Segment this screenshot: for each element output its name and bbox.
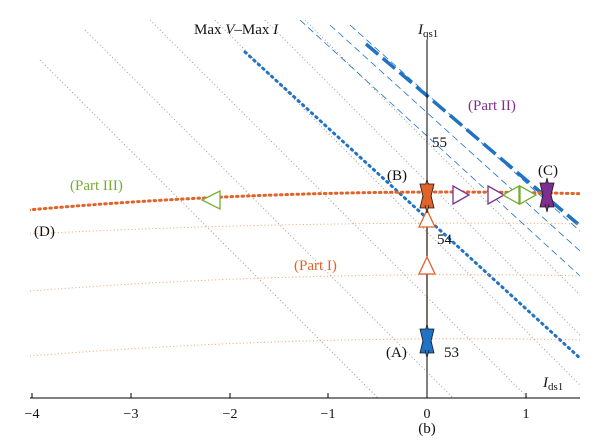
gray-line-5 bbox=[264, 20, 580, 336]
point-c-label: (C) bbox=[538, 163, 558, 179]
part-iii-label: (Part III) bbox=[70, 178, 123, 194]
x-tick-label: −4 bbox=[25, 407, 40, 422]
part-ii-label: (Part II) bbox=[468, 98, 516, 114]
x-tick-marks bbox=[31, 393, 527, 398]
triangle-marker-icon bbox=[452, 184, 471, 206]
triangle-marker-icon bbox=[200, 189, 221, 211]
triangle-marker-icon bbox=[519, 184, 538, 206]
star-fill bbox=[421, 187, 433, 211]
gray-line-3 bbox=[149, 20, 529, 398]
triangle-marker-icon bbox=[417, 208, 437, 228]
point-c-star bbox=[539, 177, 555, 213]
eq-54-label: 54 bbox=[437, 232, 453, 248]
orange-light-curves bbox=[30, 222, 580, 357]
gray-line-2 bbox=[84, 29, 454, 398]
x-tick-label: −1 bbox=[321, 407, 336, 422]
part-ii-markers bbox=[452, 184, 506, 206]
eq-55-label: 55 bbox=[432, 135, 447, 151]
x-tick-label: 0 bbox=[424, 407, 431, 422]
point-b-label: (B) bbox=[387, 168, 407, 184]
blue-dashed-line-2 bbox=[329, 24, 580, 252]
eq-53-label: 53 bbox=[444, 345, 459, 361]
max-v-max-i-label: Max V–Max I bbox=[194, 22, 279, 38]
y-axis-title: Iqs1 bbox=[417, 22, 438, 40]
figure-caption: (b) bbox=[418, 421, 436, 437]
triangle-marker-icon bbox=[501, 184, 520, 206]
point-a-star bbox=[419, 323, 435, 359]
part-i-markers bbox=[417, 208, 437, 275]
point-b-star bbox=[419, 178, 435, 214]
point-d-label: (D) bbox=[34, 224, 55, 240]
gray-line-1 bbox=[39, 59, 379, 398]
part-i-label: (Part I) bbox=[294, 258, 337, 274]
gray-dotted-lines bbox=[39, 20, 580, 398]
star-fill bbox=[541, 186, 553, 210]
triangle-marker-icon bbox=[417, 255, 437, 275]
orange-curve-3 bbox=[30, 338, 580, 357]
orange-curve-1 bbox=[30, 222, 580, 235]
x-tick-label: 1 bbox=[523, 407, 530, 422]
gray-line-4 bbox=[214, 20, 580, 386]
x-tick-label: −3 bbox=[124, 407, 139, 422]
point-a-label: (A) bbox=[386, 345, 407, 361]
part-iii-markers bbox=[200, 184, 538, 211]
max-v-max-i-line bbox=[243, 50, 580, 361]
x-axis-title: Ids1 bbox=[542, 375, 563, 393]
x-tick-labels: −4 −3 −2 −1 0 1 bbox=[25, 407, 530, 422]
triangle-marker-icon bbox=[487, 184, 506, 206]
orange-curve-2 bbox=[30, 274, 580, 292]
x-tick-label: −2 bbox=[223, 407, 238, 422]
star-fill bbox=[421, 332, 433, 356]
